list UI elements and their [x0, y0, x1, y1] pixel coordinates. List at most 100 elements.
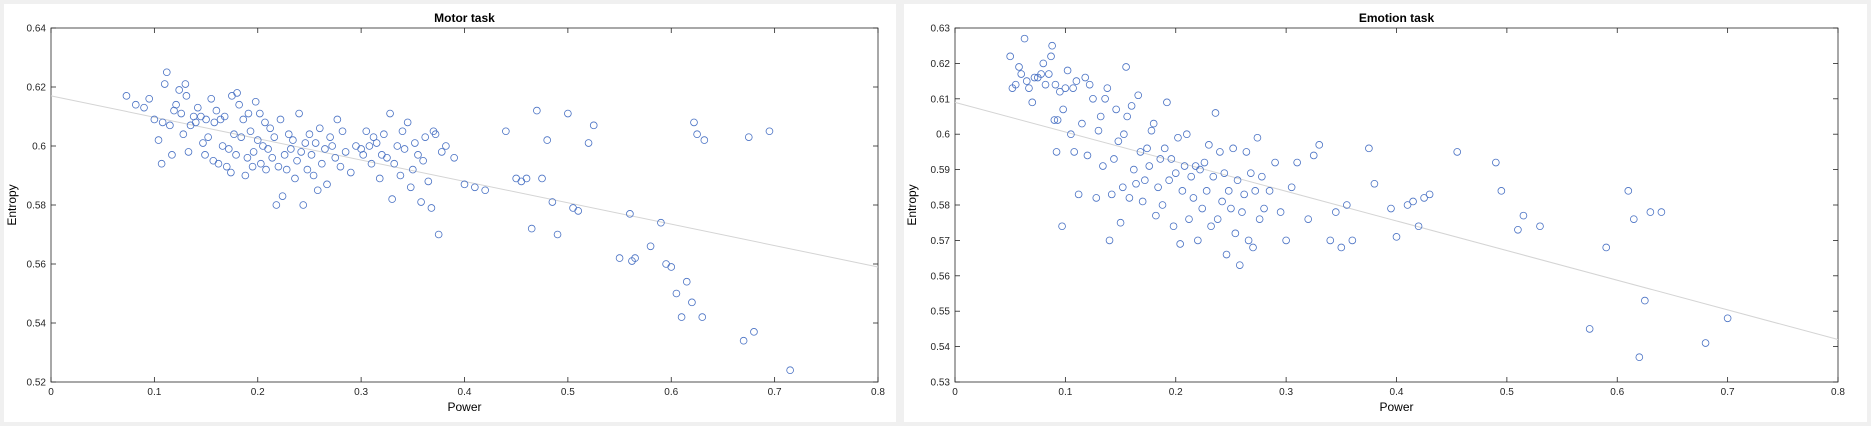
data-point — [538, 174, 546, 183]
x-tick-label: 0.6 — [664, 387, 678, 398]
data-point — [177, 109, 186, 118]
data-point — [1030, 73, 1039, 82]
data-point — [227, 168, 235, 177]
data-point — [346, 168, 355, 177]
data-point — [553, 230, 562, 239]
data-point — [154, 136, 163, 144]
data-point — [1387, 204, 1395, 213]
data-point — [331, 154, 340, 162]
data-point — [672, 289, 681, 298]
x-tick-label: 0.4 — [458, 387, 472, 398]
x-tick-label: 0 — [48, 387, 54, 398]
data-point — [1041, 80, 1050, 89]
data-point — [261, 118, 269, 127]
data-point — [1101, 95, 1109, 103]
data-point — [145, 95, 154, 103]
data-point — [336, 162, 345, 171]
data-point — [427, 204, 436, 212]
data-point — [1497, 187, 1506, 195]
data-point — [280, 151, 289, 159]
data-point — [287, 145, 295, 153]
data-point — [140, 103, 148, 112]
data-point — [765, 127, 774, 136]
data-point — [249, 148, 258, 156]
data-point — [1154, 183, 1162, 192]
data-point — [431, 130, 440, 139]
data-point — [204, 133, 212, 141]
data-point — [166, 121, 174, 130]
data-point — [424, 177, 433, 186]
y-tick-label: 0.58 — [27, 201, 47, 212]
data-point — [1331, 208, 1340, 216]
data-point — [1048, 41, 1056, 50]
data-point — [1365, 144, 1373, 153]
data-point — [1242, 148, 1251, 156]
data-point — [1165, 176, 1173, 185]
data-point — [1011, 80, 1020, 89]
data-point — [1536, 222, 1544, 231]
x-tick-label: 0.1 — [147, 387, 161, 398]
data-point — [1127, 102, 1136, 110]
data-point — [437, 148, 446, 156]
fit-line — [50, 95, 879, 268]
data-point — [698, 313, 707, 321]
data-point — [1276, 208, 1285, 216]
data-point — [1176, 240, 1184, 248]
data-point — [1723, 314, 1732, 323]
fit-line — [954, 101, 1839, 341]
data-point — [460, 180, 469, 189]
data-point — [1287, 183, 1296, 192]
data-point — [693, 130, 701, 139]
data-point — [1198, 204, 1207, 213]
data-point — [1602, 243, 1611, 252]
data-point — [305, 130, 314, 139]
data-point — [1514, 225, 1522, 234]
data-point — [400, 145, 409, 153]
data-point — [235, 100, 243, 109]
data-point — [158, 118, 167, 127]
data-point — [481, 186, 489, 195]
x-axis-label: Power — [447, 400, 481, 414]
data-point — [284, 130, 293, 139]
data-point — [1072, 77, 1081, 85]
data-point — [1138, 197, 1147, 206]
data-point — [248, 162, 257, 171]
data-point — [411, 139, 419, 147]
x-tick-label: 0.7 — [768, 387, 782, 398]
data-point — [1118, 183, 1127, 192]
data-point — [131, 100, 140, 109]
data-point — [1265, 187, 1274, 195]
data-point — [1282, 236, 1290, 245]
data-point — [450, 154, 458, 162]
x-tick-label: 0.2 — [1169, 387, 1183, 398]
x-tick-label: 0.5 — [1500, 387, 1514, 398]
data-point — [184, 148, 193, 156]
y-tick-label: 0.62 — [931, 59, 951, 70]
x-tick-label: 0.2 — [251, 387, 265, 398]
data-point — [1006, 52, 1014, 61]
data-point — [1112, 105, 1120, 114]
y-tick-label: 0.6 — [32, 142, 46, 153]
data-point — [1585, 325, 1594, 333]
data-point — [1194, 236, 1202, 245]
data-point — [1180, 162, 1189, 170]
data-point — [333, 115, 342, 124]
data-point — [1255, 215, 1264, 223]
data-point — [1147, 126, 1156, 135]
data-point — [230, 130, 238, 139]
data-point — [1061, 84, 1070, 92]
data-point — [1134, 91, 1143, 100]
plot-area — [50, 27, 879, 383]
y-axis: 0.53 0.54 0.55 0.56 0.57 0.58 0.59 0.6 0.61 0.62 0… — [905, 24, 1838, 389]
data-point — [1220, 169, 1229, 177]
x-tick-label: 0.7 — [1721, 387, 1735, 398]
data-point — [1160, 144, 1169, 153]
data-point — [253, 136, 262, 144]
data-point — [307, 151, 316, 159]
data-point — [1187, 172, 1196, 181]
data-point — [1122, 63, 1130, 71]
data-point — [160, 80, 169, 88]
data-point — [270, 133, 279, 141]
data-point — [315, 124, 324, 133]
